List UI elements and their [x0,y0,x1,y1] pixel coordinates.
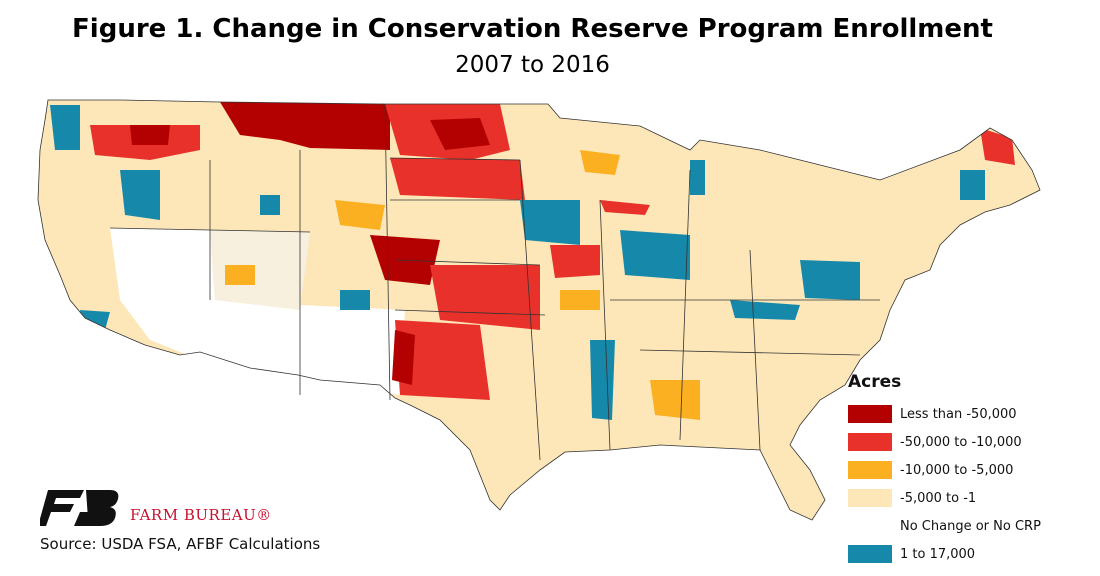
farm-bureau-fb-logo-icon [40,490,119,526]
patch-blue-idaho [260,195,280,215]
legend-swatch [848,489,892,507]
patch-blue-mississippi [590,340,615,420]
patch-blue-colorado [340,290,370,310]
patch-blue-illinois [620,230,690,280]
region-iowa-red [550,245,600,278]
region-wisconsin-red [600,200,650,215]
legend-swatch [848,461,892,479]
patch-blue-kentucky [730,300,800,320]
legend-swatch [848,433,892,451]
patch-orange-2 [580,150,620,175]
patch-blue-wa-coast [50,105,80,150]
region-south-dakota [390,158,525,200]
legend-label: -5,000 to -1 [900,490,977,506]
region-wa-dark [130,125,170,145]
legend-item: Less than -50,000 [848,400,1088,428]
legend-title: Acres [848,372,902,392]
region-maine [980,128,1015,165]
region-tx-panhandle-dark [392,330,415,385]
legend-label: -10,000 to -5,000 [900,462,1014,478]
legend-item: -5,000 to -1 [848,484,1088,512]
patch-blue-michigan [690,160,705,195]
legend-swatch [848,545,892,563]
region-utah [210,230,310,310]
legend-item: No Change or No CRP [848,512,1088,540]
legend-item: -10,000 to -5,000 [848,456,1088,484]
legend-label: Less than -50,000 [900,406,1017,422]
patch-blue-virginia [800,260,860,300]
state-boundaries [37,99,1041,521]
legend-label: No Change or No CRP [900,518,1041,534]
farm-bureau-wordmark: FARM BUREAU® [130,506,272,524]
patch-orange-3 [650,380,700,420]
legend-label: 1 to 17,000 [900,546,976,562]
patch-orange-1 [335,200,385,230]
patch-orange-5 [560,290,600,310]
patch-blue-oregon [120,170,160,220]
legend: Acres Less than -50,000 -50,000 to -10,0… [848,372,1088,568]
legend-swatch [848,405,892,423]
map-subtitle: 2007 to 2016 [455,52,610,78]
region-kansas [430,265,540,330]
patch-blue-socal [80,310,110,330]
region-oklahoma-texas [395,320,490,400]
county-patches [50,102,1015,420]
source-note: Source: USDA FSA, AFBF Calculations [40,535,321,553]
legend-item: 1 to 17,000 [848,540,1088,568]
legend-swatch [848,517,892,535]
farm-bureau-logo: FARM BUREAU® [40,490,272,526]
patch-orange-4 [225,265,255,285]
region-montana-dark [220,102,390,150]
region-no-change-southwest [110,228,305,395]
patch-blue-iowa [520,200,580,245]
legend-item: -50,000 to -10,000 [848,428,1088,456]
map-title: Figure 1. Change in Conservation Reserve… [72,14,993,44]
region-nd-dark [430,118,490,150]
region-no-change-newmexico [300,305,405,395]
patch-blue-vermont [960,170,985,200]
legend-label: -50,000 to -10,000 [900,434,1022,450]
